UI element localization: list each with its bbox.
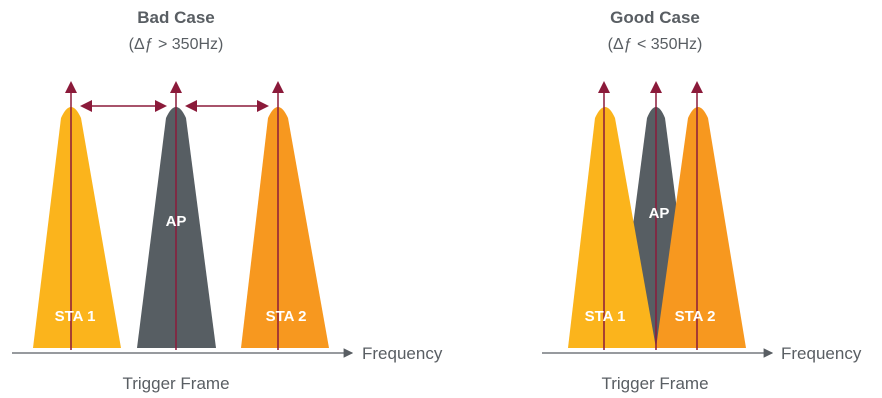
- good-sta1-triangle: [568, 107, 656, 348]
- bad-sta2-label: STA 2: [266, 308, 307, 325]
- bad-frequency-label: Frequency: [362, 344, 443, 363]
- bad-sta2-triangle: [241, 107, 329, 348]
- good-case-condition: (Δƒ < 350Hz): [607, 36, 703, 53]
- good-frequency-label: Frequency: [781, 344, 862, 363]
- bad-ap-label: AP: [166, 213, 187, 230]
- good-case-panel: AP STA 1 STA 2: [542, 81, 774, 358]
- good-sta1-label: STA 1: [585, 308, 626, 325]
- good-trigger-frame-caption: Trigger Frame: [601, 374, 709, 393]
- bad-case-panel: AP STA 1 STA 2: [12, 81, 354, 358]
- good-ap-label: AP: [649, 205, 670, 222]
- bad-case-title: Bad Case: [137, 8, 215, 27]
- good-case-title: Good Case: [610, 8, 700, 27]
- bad-sta1-triangle: [33, 107, 121, 348]
- bad-case-condition: (Δƒ > 350Hz): [128, 36, 224, 53]
- good-sta2-triangle: [656, 107, 746, 348]
- bad-trigger-frame-caption: Trigger Frame: [122, 374, 230, 393]
- good-sta2-label: STA 2: [675, 308, 716, 325]
- bad-sta1-label: STA 1: [55, 308, 96, 325]
